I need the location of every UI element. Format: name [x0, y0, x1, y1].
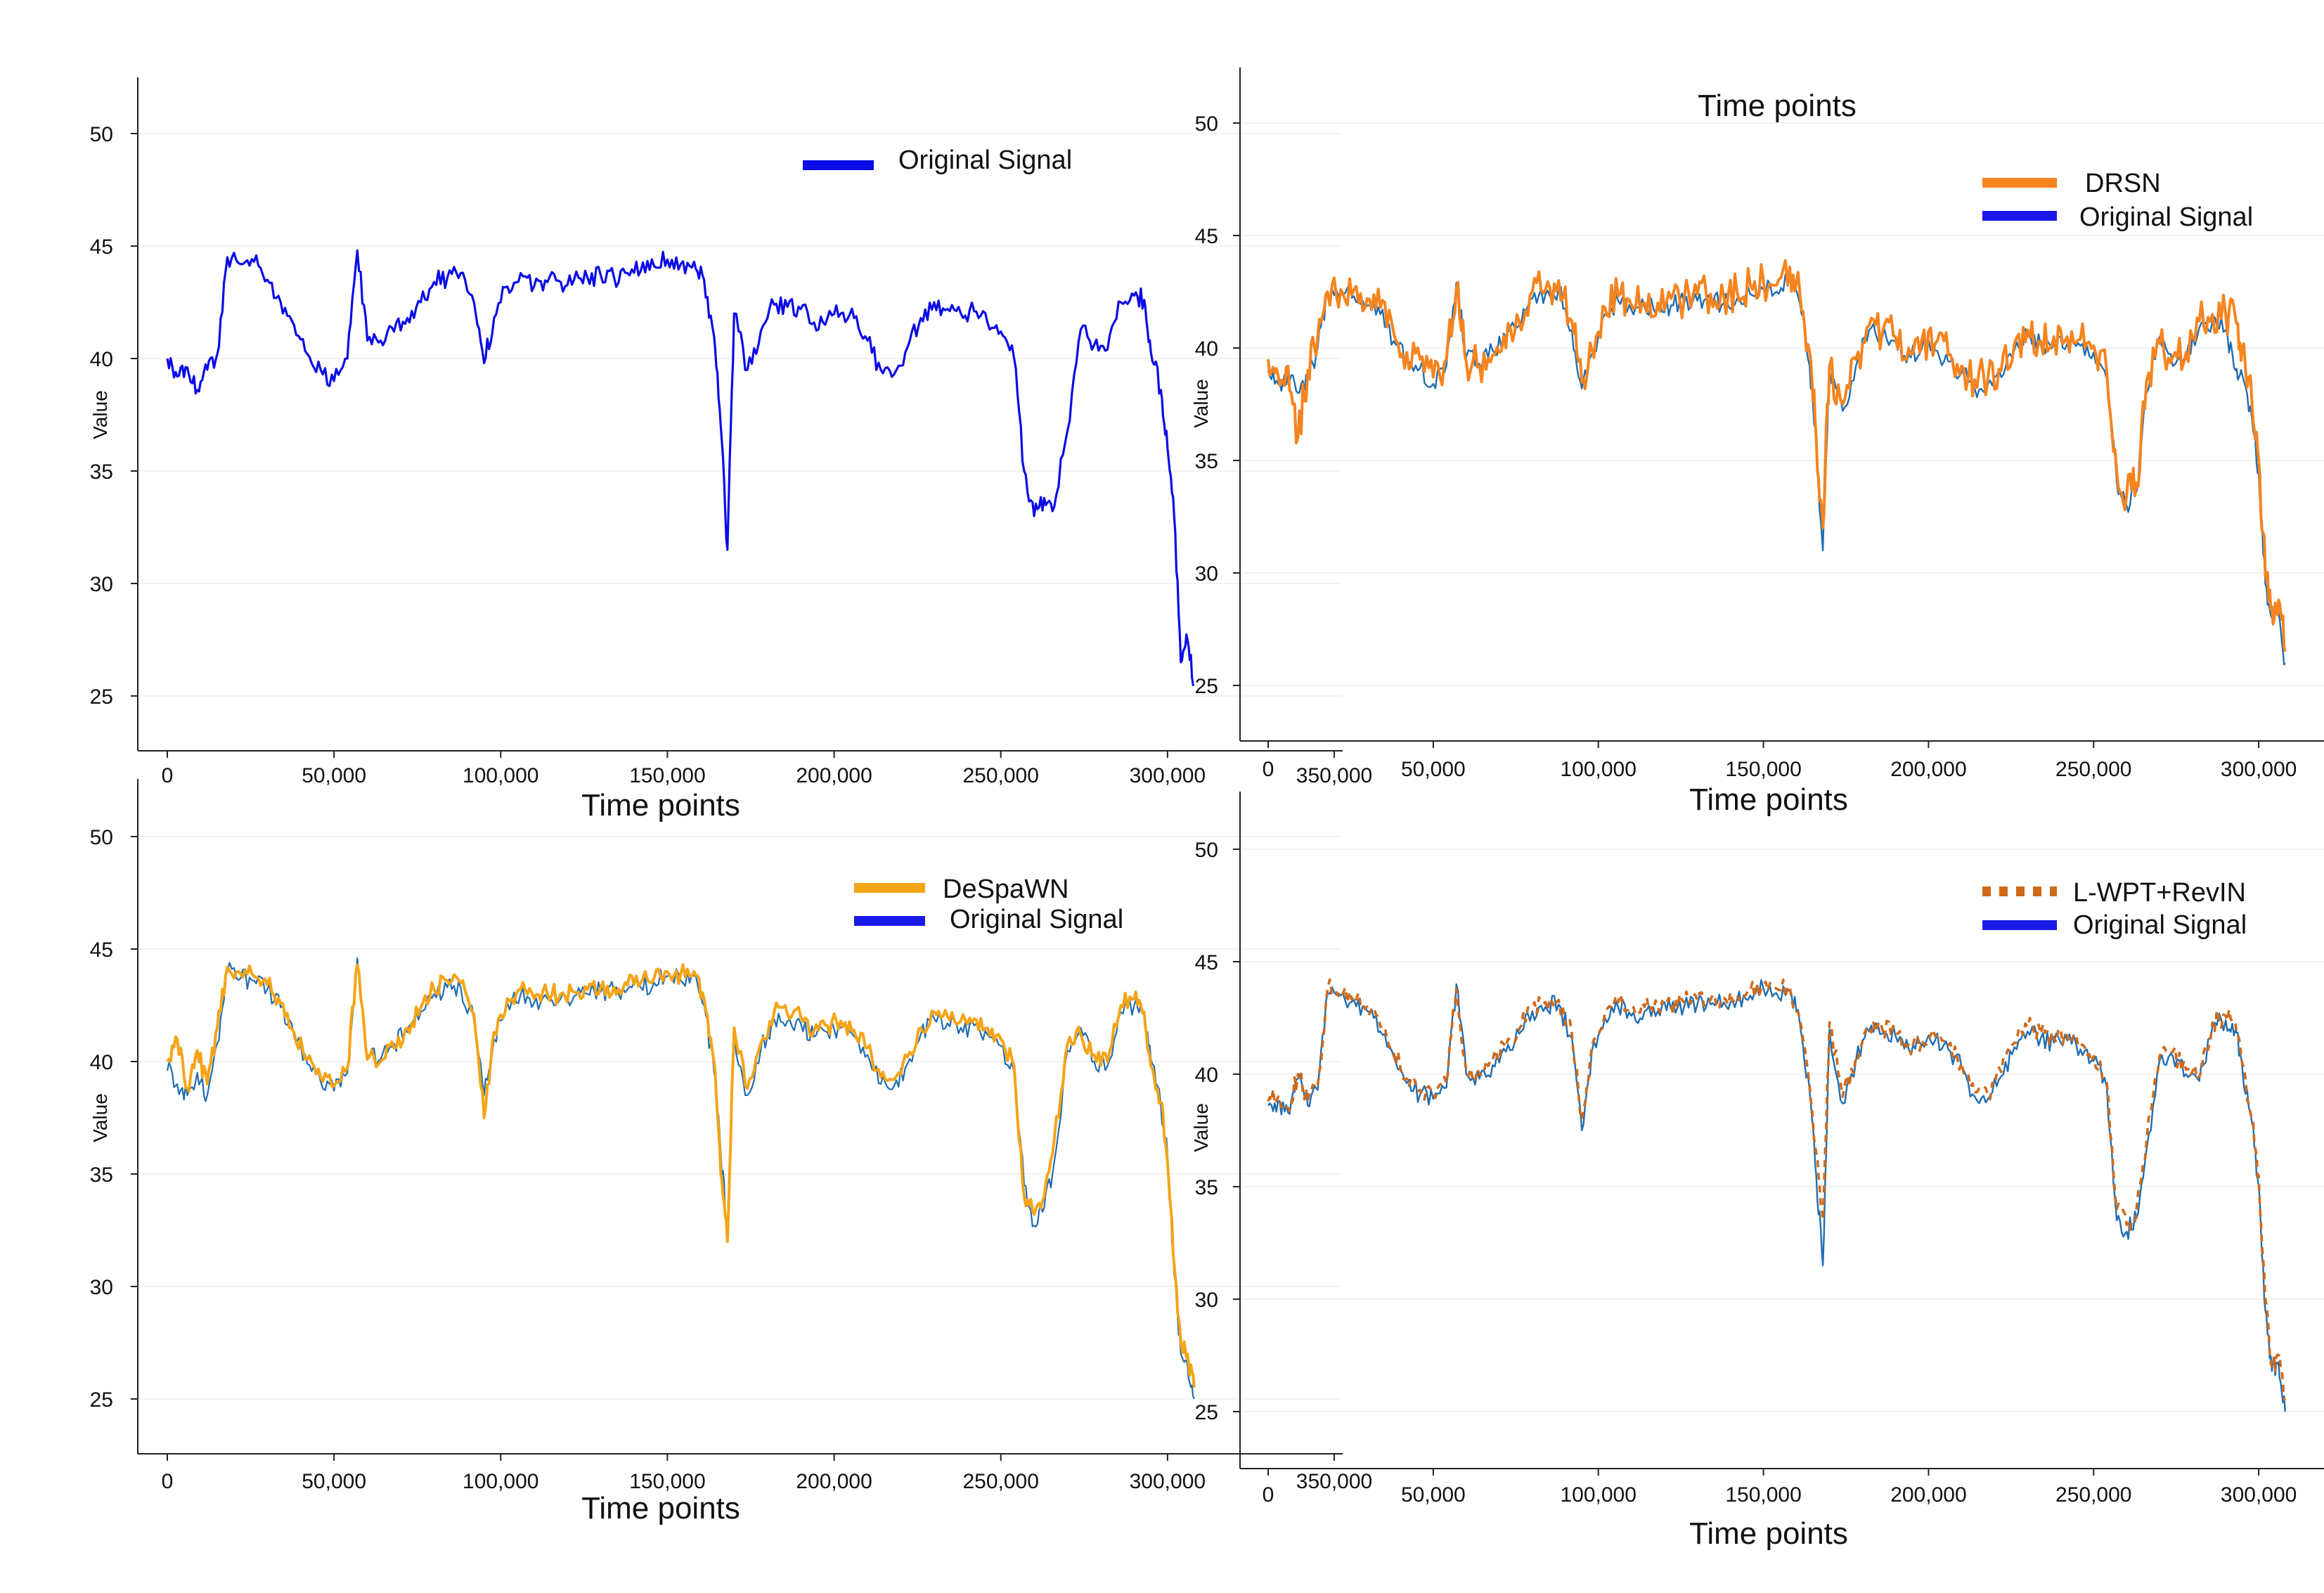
axes	[137, 779, 1343, 1455]
x-axis-title: Time points	[581, 1491, 740, 1526]
plot-area	[1240, 849, 2324, 1412]
y-tick-label: 50	[90, 826, 113, 849]
y-tick-label: 25	[1195, 675, 1218, 698]
y-tick-label: 30	[90, 1276, 113, 1299]
x-tick-label: 150,000	[1725, 1483, 1801, 1507]
x-tick-label: 300,000	[2221, 758, 2297, 781]
x-tick-label: 350,000	[1296, 764, 1372, 787]
y-tick-label: 45	[1195, 225, 1218, 248]
y-axis-title: Value	[1190, 1103, 1212, 1152]
y-tick-label: 35	[90, 1163, 113, 1187]
x-tick-label: 250,000	[2055, 758, 2131, 781]
x-tick-label: 150,000	[629, 764, 705, 787]
x-tick-label: 0	[1263, 1483, 1274, 1507]
series-line-drsn	[1267, 259, 2287, 652]
y-tick-label: 30	[1195, 562, 1218, 586]
y-tick-label: 40	[1195, 1064, 1218, 1087]
ticks: 25 30 35 40 45 50 0 50,000 100,000 150,000 200,000…	[90, 123, 1373, 787]
x-tick-label: 200,000	[1890, 758, 1966, 781]
y-tick-label: 50	[90, 123, 113, 146]
x-tick-label: 250,000	[2055, 1483, 2131, 1507]
legend-label-lwpt: L-WPT+RevIN	[2073, 878, 2246, 908]
panel-original: 25 30 35 40 45 50 0 50,000 100,000 150,000 200,000…	[89, 77, 1372, 823]
x-tick-label: 250,000	[962, 764, 1038, 787]
y-tick-label: 25	[90, 1388, 113, 1412]
x-tick-label: 50,000	[1401, 758, 1466, 781]
legend-label-original: Original Signal	[950, 905, 1123, 934]
legend: DeSpaWN Original Signal	[854, 875, 1123, 934]
x-tick-label: 300,000	[1130, 1470, 1206, 1493]
legend-label-drsn: DRSN	[2085, 169, 2161, 198]
y-tick-label: 45	[90, 236, 113, 259]
axes	[1239, 67, 2324, 742]
y-tick-label: 50	[1195, 839, 1218, 862]
legend-label-original: Original Signal	[2079, 202, 2253, 232]
y-tick-label: 40	[1195, 337, 1218, 361]
axes	[137, 77, 1343, 752]
y-tick-label: 40	[90, 348, 113, 371]
x-axis-title: Time points	[1689, 782, 1848, 817]
y-tick-label: 25	[1195, 1401, 1218, 1424]
x-tick-label: 350,000	[1296, 1470, 1372, 1493]
series-line-l-wpt-revin	[1267, 978, 2287, 1402]
x-tick-label: 100,000	[1560, 1483, 1636, 1507]
x-tick-label: 150,000	[1725, 758, 1801, 781]
y-axis-title: Value	[89, 390, 111, 439]
x-tick-label: 200,000	[1890, 1483, 1966, 1507]
y-tick-label: 45	[1195, 951, 1218, 974]
x-tick-label: 50,000	[302, 764, 366, 787]
plot-area	[1240, 122, 2324, 686]
y-tick-label: 50	[1195, 112, 1218, 136]
x-tick-label: 0	[1263, 758, 1274, 781]
x-tick-label: 200,000	[796, 764, 872, 787]
plot-area	[138, 836, 1341, 1400]
x-tick-label: 100,000	[463, 764, 538, 787]
panel-drsn: 25 30 35 40 45 50 0 50,000 100,000 150,000 200,000…	[1190, 67, 2324, 817]
axes	[1239, 792, 2324, 1469]
legend-label-despawn: DeSpaWN	[943, 875, 1069, 904]
legend-label-original: Original Signal	[898, 146, 1072, 175]
legend: L-WPT+RevIN Original Signal	[1982, 878, 2247, 940]
x-tick-label: 200,000	[796, 1470, 872, 1493]
x-tick-label: 150,000	[629, 1470, 705, 1493]
ticks: 25 30 35 40 45 50 0 50,000 100,000 150,000 200,000…	[1195, 112, 2297, 781]
y-tick-label: 35	[90, 460, 113, 484]
x-tick-label: 250,000	[962, 1470, 1038, 1493]
y-tick-label: 30	[1195, 1289, 1218, 1312]
y-tick-label: 25	[90, 685, 113, 709]
legend-label-original: Original Signal	[2073, 910, 2247, 940]
ticks: 25 30 35 40 45 50 0 50,000 100,000 150,000 200,000…	[1195, 839, 2297, 1507]
y-tick-label: 35	[1195, 1176, 1218, 1199]
x-axis-title: Time points	[581, 788, 740, 823]
series-line-despawn	[166, 963, 1196, 1388]
y-axis-title: Value	[1190, 379, 1212, 428]
y-tick-label: 35	[1195, 450, 1218, 473]
x-tick-label: 50,000	[302, 1470, 366, 1493]
x-axis-title: Time points	[1689, 1516, 1848, 1551]
x-tick-label: 0	[162, 764, 174, 787]
x-tick-label: 50,000	[1401, 1483, 1466, 1507]
legend: Original Signal	[803, 146, 1072, 175]
x-tick-label: 100,000	[1560, 758, 1636, 781]
y-axis-title: Value	[89, 1093, 111, 1142]
y-tick-label: 45	[90, 939, 113, 962]
y-tick-label: 40	[90, 1051, 113, 1074]
x-tick-label: 0	[162, 1470, 174, 1493]
panel-lwpt: 25 30 35 40 45 50 0 50,000 100,000 150,000 200,000…	[1190, 792, 2324, 1551]
series-line-original-signal	[166, 249, 1195, 686]
ticks: 25 30 35 40 45 50 0 50,000 100,000 150,000 200,000…	[90, 826, 1373, 1493]
x-tick-label: 300,000	[2221, 1483, 2297, 1507]
plot-area	[138, 133, 1341, 697]
x-tick-label: 300,000	[1130, 764, 1206, 787]
x-tick-label: 100,000	[463, 1470, 538, 1493]
y-tick-label: 30	[90, 573, 113, 596]
panel-despawn: 25 30 35 40 45 50 0 50,000 100,000 150,000 200,000…	[89, 779, 1372, 1526]
legend: DRSN Original Signal	[1982, 169, 2253, 232]
top-annotation: Time points	[1698, 89, 1857, 123]
